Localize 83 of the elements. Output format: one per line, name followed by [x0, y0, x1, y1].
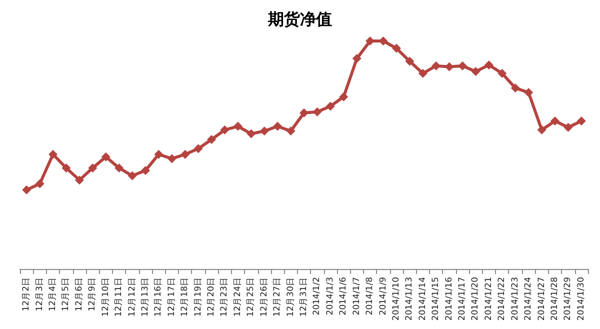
point — [484, 60, 494, 70]
x-tick-label: 12月5日 — [61, 277, 72, 312]
x-tick-label: 2014/1/13 — [404, 277, 415, 321]
x-tick-label: 12月4日 — [48, 277, 58, 312]
point — [510, 83, 520, 92]
point — [246, 129, 256, 138]
point — [405, 56, 414, 66]
x-tick-label: 2014/1/17 — [458, 277, 468, 321]
point — [74, 176, 84, 185]
x-tick-label: 12月17日 — [166, 277, 177, 317]
point — [88, 163, 98, 172]
point — [273, 122, 282, 131]
x-tick-label: 12月12日 — [127, 277, 138, 317]
point — [550, 116, 560, 126]
x-tick-label: 12月3日 — [34, 277, 45, 312]
x-tick-label: 12月18日 — [180, 277, 190, 317]
point — [286, 126, 296, 136]
x-tick-label: 2014/1/3 — [325, 277, 336, 316]
point — [471, 67, 480, 76]
point — [207, 134, 216, 144]
point — [62, 163, 71, 172]
point — [35, 179, 44, 188]
point — [140, 166, 150, 176]
point — [128, 171, 137, 180]
x-tick-label: 12月13日 — [140, 277, 150, 317]
point — [154, 150, 164, 159]
x-tick-label: 2014/1/20 — [470, 277, 481, 321]
point — [167, 154, 176, 164]
point — [114, 163, 124, 172]
point — [418, 68, 428, 78]
x-tick-label: 12月26日 — [259, 277, 270, 317]
x-tick-label: 12月24日 — [232, 277, 243, 317]
point — [576, 116, 586, 126]
x-tick-label: 12月2日 — [22, 277, 32, 312]
point — [352, 54, 362, 64]
x-tick-label: 2014/1/8 — [365, 277, 376, 316]
x-tick-label: 2014/1/6 — [338, 277, 349, 316]
point — [498, 68, 507, 78]
x-tick-label: 12月27日 — [272, 277, 283, 317]
point — [22, 185, 32, 194]
x-tick-label: 2014/1/10 — [391, 277, 402, 321]
x-tick-label: 12月30日 — [286, 277, 296, 317]
point — [194, 144, 203, 154]
x-tick-label: 12月19日 — [193, 277, 204, 317]
x-tick-label: 2014/1/24 — [524, 277, 534, 321]
point — [326, 102, 335, 111]
point — [233, 122, 242, 131]
x-tick-label: 2014/1/16 — [444, 277, 454, 321]
x-tick-label: 2014/1/9 — [378, 277, 388, 316]
chart-title: 期货净值 — [267, 10, 332, 28]
x-tick-label: 2014/1/21 — [484, 277, 494, 321]
point — [180, 150, 190, 159]
x-tick-label: 12月31日 — [299, 277, 309, 317]
point — [392, 44, 401, 53]
x-tick-label: 12月20日 — [206, 277, 217, 317]
x-tick-label: 2014/1/27 — [536, 277, 547, 321]
point — [339, 92, 348, 102]
x-tick-label: 12月11日 — [114, 277, 124, 317]
x-tick-label: 2014/1/15 — [431, 277, 442, 321]
x-tick-label: 2014/1/23 — [510, 277, 520, 321]
x-tick-label: 2014/1/14 — [418, 277, 428, 321]
point — [220, 125, 230, 134]
point — [300, 108, 308, 118]
x-tick-label: 12月10日 — [100, 277, 111, 317]
x-tick-label: 12月9日 — [88, 277, 98, 312]
point — [537, 125, 546, 134]
point — [312, 107, 322, 116]
point — [524, 88, 534, 98]
point — [48, 150, 58, 159]
x-tick-label: 2014/1/30 — [576, 277, 586, 321]
point — [564, 122, 573, 132]
point — [260, 126, 269, 136]
x-tick-label: 12月16日 — [154, 277, 164, 317]
x-tick-label: 2014/1/22 — [497, 277, 508, 321]
point — [101, 152, 110, 162]
x-tick-label: 2014/1/29 — [563, 277, 574, 321]
point — [458, 61, 468, 70]
x-tick-label: 2014/1/7 — [352, 277, 362, 316]
x-tick-label: 2014/1/28 — [550, 277, 560, 321]
x-tick-label: 2014/1/2 — [312, 277, 322, 316]
x-tick-label: 12月25日 — [246, 277, 256, 317]
x-tick-label: 12月23日 — [220, 277, 230, 317]
x-tick-label: 12月6日 — [74, 277, 84, 312]
